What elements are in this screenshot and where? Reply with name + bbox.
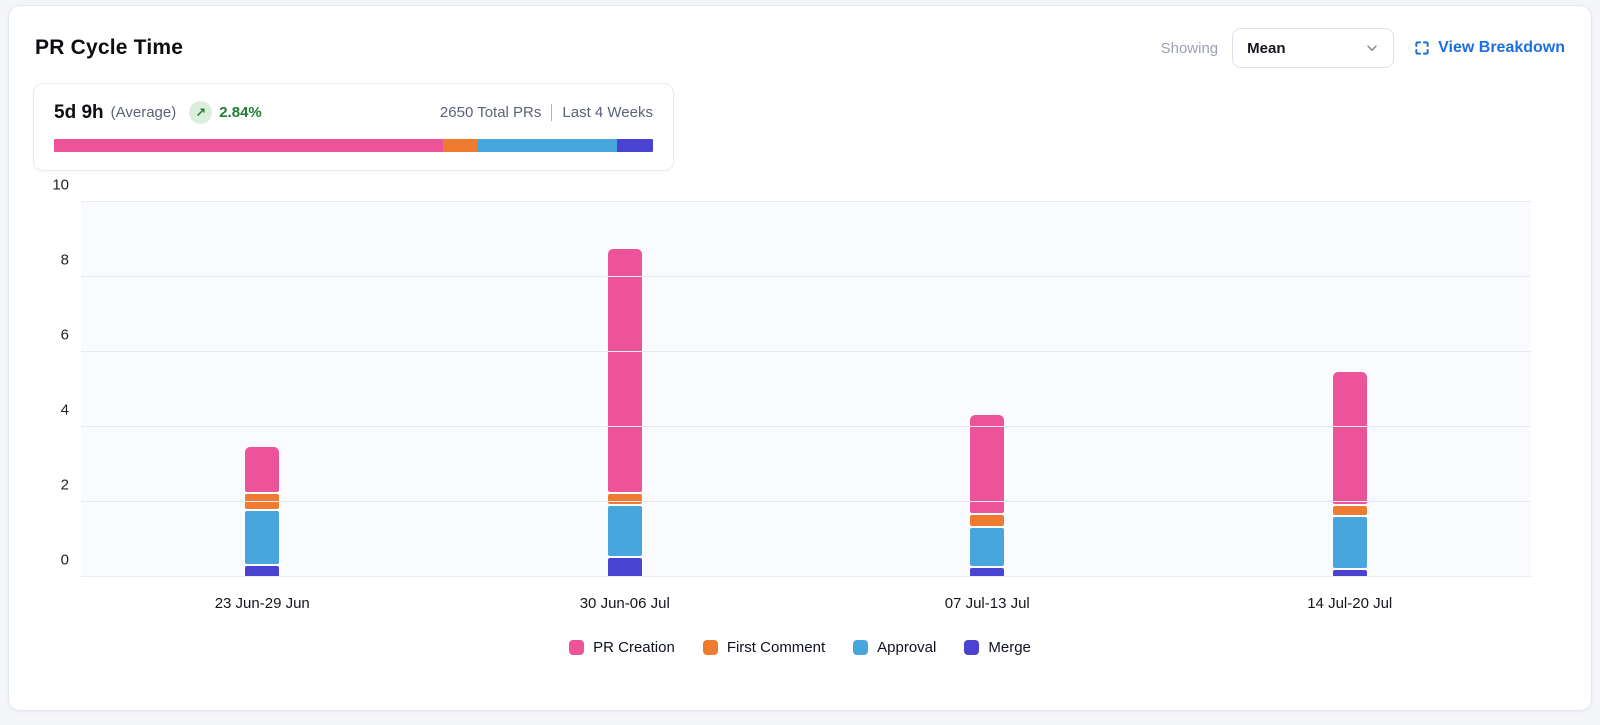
legend-item-merge[interactable]: Merge [964,639,1031,656]
bar-07 Jul-13 Jul[interactable] [970,202,1005,577]
bar-segment-first_comment[interactable] [1332,505,1367,515]
view-breakdown-label: View Breakdown [1438,39,1565,56]
bar-slot [806,202,1169,577]
gridline [81,426,1531,427]
distribution-segment-approval [476,139,618,152]
legend-item-pr_creation[interactable]: PR Creation [569,639,675,656]
summary-meta: 2650 Total PRs Last 4 Weeks [440,104,653,121]
legend-label: PR Creation [593,639,675,656]
bar-segment-merge[interactable] [1332,569,1367,577]
total-prs: 2650 Total PRs [439,104,542,121]
bar-segment-merge[interactable] [245,565,280,577]
plot-area [81,201,1531,577]
gridline [81,351,1531,352]
gridline [81,276,1531,277]
pr-cycle-time-widget: PR Cycle Time Showing Mean View Breakdow… [8,5,1592,711]
bar-slot [444,202,807,577]
y-axis-tick: 10 [52,176,69,194]
view-breakdown-button[interactable]: View Breakdown [1414,39,1565,57]
bar-segment-merge[interactable] [607,558,642,577]
average-label: (Average) [110,104,177,121]
bar-segment-pr_creation[interactable] [607,248,642,493]
distribution-segment-pr_creation [54,139,444,152]
header-controls: Showing Mean View Breakdown [1161,28,1565,68]
bar-30 Jun-06 Jul[interactable] [607,202,642,577]
bar-14 Jul-20 Jul[interactable] [1332,202,1367,577]
trend-percent: 2.84% [219,104,262,121]
legend-swatch [569,640,585,655]
chart-legend: PR Creation First Comment Approval Merge [9,639,1591,656]
x-axis-label: 23 Jun-29 Jun [214,595,310,612]
bar-slot [1169,202,1532,577]
bar-slot [81,202,444,577]
y-axis-tick: 8 [60,251,69,269]
chart: 0 2 4 6 8 10 [33,177,1531,577]
x-axis-label: 14 Jul-20 Jul [1307,595,1393,612]
legend-label: Approval [877,639,937,656]
distribution-segment-first_comment [443,139,477,152]
legend-item-first_comment[interactable]: First Comment [702,639,826,656]
summary-card: 5d 9h (Average) ↗ 2.84% 2650 Total PRs L… [33,83,674,171]
legend-label: First Comment [726,639,826,656]
x-axis: 23 Jun-29 Jun 30 Jun-06 Jul 07 Jul-13 Jul 1… [81,595,1531,612]
legend-item-approval[interactable]: Approval [853,639,936,656]
y-axis: 0 2 4 6 8 10 [33,177,77,577]
bar-segment-approval[interactable] [245,511,280,564]
aggregation-select[interactable]: Mean [1232,28,1395,68]
cycle-time-distribution-bar [54,139,653,152]
bar-segment-approval[interactable] [1332,516,1367,568]
bar-segment-first_comment[interactable] [970,514,1005,527]
page-title: PR Cycle Time [35,36,184,59]
summary-row: 5d 9h (Average) ↗ 2.84% 2650 Total PRs L… [54,101,653,124]
bar-segment-pr_creation[interactable] [245,447,280,493]
legend-swatch [964,640,980,655]
legend-swatch [702,640,718,655]
widget-header: PR Cycle Time Showing Mean View Breakdow… [9,6,1591,68]
gridline [81,501,1531,502]
y-axis-tick: 0 [60,551,69,569]
distribution-segment-merge [617,139,653,152]
showing-label: Showing [1160,39,1219,57]
y-axis-tick: 4 [60,401,69,419]
aggregation-select-value: Mean [1247,39,1286,57]
average-cycle-time-value: 5d 9h [54,101,104,123]
gridline [81,201,1531,202]
meta-divider [551,104,553,121]
chevron-down-icon [1367,45,1377,51]
bar-segment-merge[interactable] [970,567,1005,577]
expand-icon [1415,41,1429,55]
bar-23 Jun-29 Jun[interactable] [245,202,280,577]
gridline [81,576,1531,577]
legend-label: Merge [988,639,1031,656]
bar-segment-pr_creation[interactable] [1332,372,1367,504]
period-label: Last 4 Weeks [562,104,653,121]
x-axis-label: 07 Jul-13 Jul [944,595,1030,612]
x-axis-label: 30 Jun-06 Jul [579,595,670,612]
legend-swatch [853,640,869,655]
y-axis-tick: 6 [60,326,69,344]
bar-segment-first_comment[interactable] [607,494,642,504]
y-axis-tick: 2 [60,476,69,494]
bars-layer [81,202,1531,577]
bar-segment-pr_creation[interactable] [970,415,1005,513]
trend-up-icon: ↗ [189,101,213,124]
bar-segment-approval[interactable] [970,528,1005,566]
bar-segment-approval[interactable] [607,505,642,557]
